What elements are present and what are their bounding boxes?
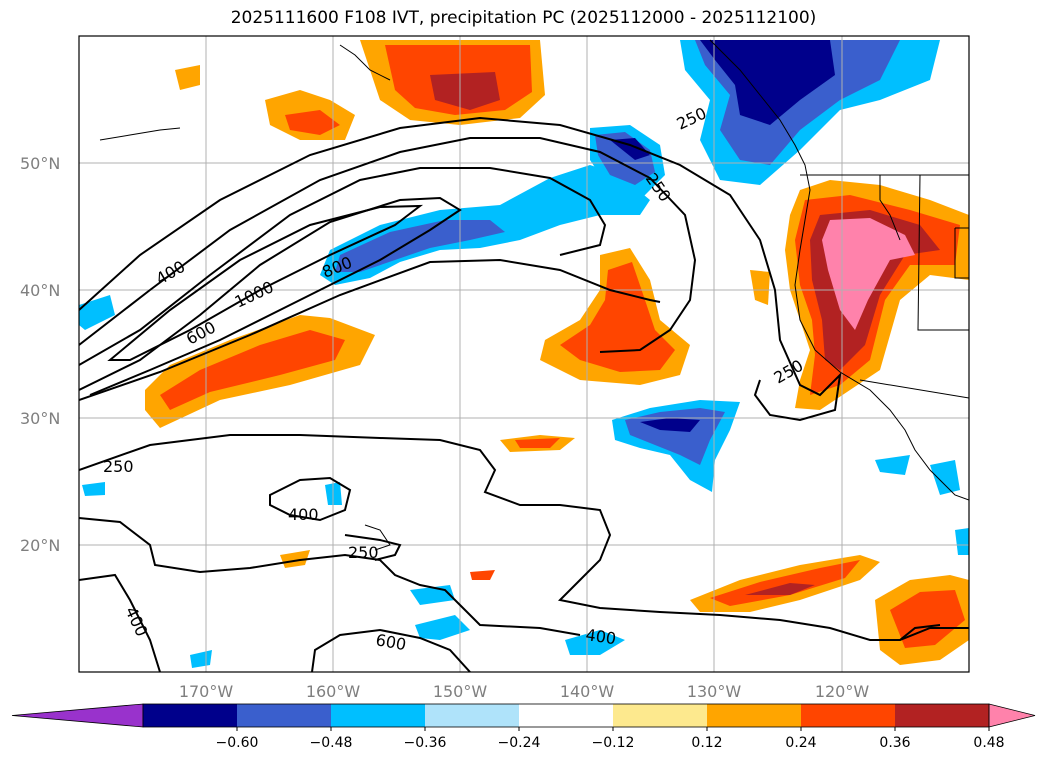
ivt-contour-labels: 400 1000 800 600 250 250 250 250 400 250… — [103, 103, 806, 654]
colorbar-box — [331, 704, 426, 727]
lon-label-120w: 120°W — [815, 682, 870, 701]
lon-label-170w: 170°W — [179, 682, 234, 701]
ivt-contours — [79, 116, 969, 672]
colorbar-tick-label: −0.48 — [310, 735, 353, 751]
map-panel: 400 1000 800 600 250 250 250 250 400 250… — [79, 36, 969, 672]
colorbar-extend-low — [11, 703, 144, 728]
latitude-labels: 20°N 30°N 40°N 50°N — [20, 154, 60, 555]
colorbar-box — [143, 704, 238, 727]
colorbar-tick-label: −0.24 — [498, 735, 541, 751]
colorbar-box — [237, 704, 332, 727]
chart-title: 2025111600 F108 IVT, precipitation PC (2… — [230, 8, 817, 28]
map-frame — [78, 35, 970, 673]
lat-label-30n: 30°N — [20, 409, 60, 428]
colorbar-tick-label: −0.36 — [404, 735, 447, 751]
lon-label-130w: 130°W — [687, 682, 742, 701]
colorbar-tick-label: 0.12 — [691, 735, 722, 751]
longitude-labels: 170°W 160°W 150°W 140°W 130°W 120°W — [179, 682, 870, 701]
colorbar-tick-label: −0.12 — [592, 735, 635, 751]
colorbar-tick-label: −0.60 — [216, 735, 259, 751]
colorbar-box — [425, 704, 520, 727]
colorbar-tick-label: 0.48 — [973, 735, 1004, 751]
map-gridlines — [79, 36, 969, 672]
colorbar-tick-label: 0.36 — [879, 735, 910, 751]
colorbar-box — [613, 704, 708, 727]
colorbar-box — [519, 704, 614, 727]
contour-label-400-b: 400 — [288, 505, 319, 524]
lat-label-40n: 40°N — [20, 281, 60, 300]
contour-label-250-d: 250 — [103, 457, 134, 476]
lon-label-160w: 160°W — [306, 682, 361, 701]
colorbar-extend-high — [988, 703, 1036, 728]
colorbar: −0.60 −0.48 −0.36 −0.24 −0.12 0.12 0.24 0.36 0.4… — [11, 703, 1036, 751]
lon-label-140w: 140°W — [560, 682, 615, 701]
colorbar-tick-label: 0.24 — [785, 735, 816, 751]
lat-label-20n: 20°N — [20, 536, 60, 555]
colorbar-frame — [142, 703, 990, 728]
colorbar-box — [801, 704, 896, 727]
lon-label-150w: 150°W — [433, 682, 488, 701]
coastlines — [99, 39, 969, 551]
contour-label-400-d: 400 — [584, 625, 617, 648]
contour-label-250-e: 250 — [348, 543, 379, 562]
colorbar-box — [707, 704, 802, 727]
colorbar-box — [895, 704, 990, 727]
lat-label-50n: 50°N — [20, 154, 60, 173]
